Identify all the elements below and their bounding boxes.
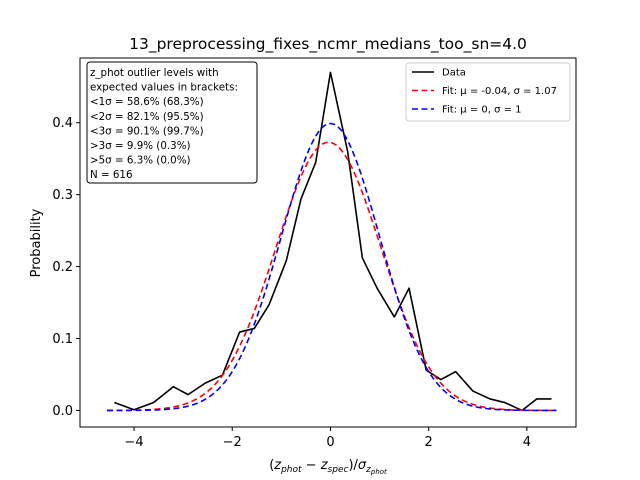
outlier-stats-lines: z_phot outlier levels with expected valu… [90, 67, 238, 181]
y-axis-ticks: 0.0 0.1 0.2 0.3 0.4 [52, 116, 80, 419]
y-tick-label: 0.1 [52, 332, 73, 347]
x-axis-ticks: −4 −2 0 2 4 [124, 427, 531, 450]
curves [107, 71, 557, 412]
y-axis-label: Probability [29, 208, 44, 277]
outlier-stats-box: z_phot outlier levels with expected valu… [86, 61, 258, 184]
outlier-stats-line: <1σ = 58.6% (68.3%) [90, 96, 204, 108]
x-tick-label: 0 [326, 435, 334, 450]
outlier-stats-line: >5σ = 6.3% (0.0%) [90, 155, 191, 167]
outlier-stats-line: >3σ = 9.9% (0.3%) [90, 140, 191, 152]
outlier-stats-frame [86, 61, 258, 184]
outlier-stats-line: z_phot outlier levels with [90, 67, 219, 79]
chart-title: 13_preprocessing_fixes_ncmr_medians_too_… [129, 35, 527, 54]
legend-label: Fit: μ = 0, σ = 1 [442, 105, 522, 116]
outlier-stats-line: <2σ = 82.1% (95.5%) [90, 111, 204, 123]
data-series-line [114, 71, 552, 412]
outlier-stats-line: N = 616 [90, 169, 133, 181]
x-tick-label: 2 [425, 435, 433, 450]
y-tick-label: 0.2 [52, 260, 73, 275]
legend-items: Data Fit: μ = -0.04, σ = 1.07 Fit: μ = 0, … [412, 68, 557, 116]
fit-series-line-1 [107, 141, 557, 412]
y-tick-label: 0.0 [52, 404, 73, 419]
x-tick-label: −4 [124, 435, 143, 450]
x-tick-label: 4 [523, 435, 531, 450]
x-tick-label: −2 [223, 435, 242, 450]
fit-series-line-2 [107, 122, 557, 412]
legend-frame [405, 62, 571, 122]
outlier-stats-line: <3σ = 90.1% (99.7%) [90, 125, 204, 137]
legend: Data Fit: μ = -0.04, σ = 1.07 Fit: μ = 0, … [405, 62, 571, 122]
plot-area: −4 −2 0 2 4 0.0 0.1 0.2 0.3 0.4 [52, 57, 577, 450]
axes-frame [79, 57, 577, 428]
y-tick-label: 0.3 [52, 188, 73, 203]
legend-label: Data [442, 68, 466, 79]
y-tick-label: 0.4 [52, 116, 73, 131]
legend-label: Fit: μ = -0.04, σ = 1.07 [442, 86, 557, 97]
outlier-stats-line: expected values in brackets: [90, 82, 238, 94]
